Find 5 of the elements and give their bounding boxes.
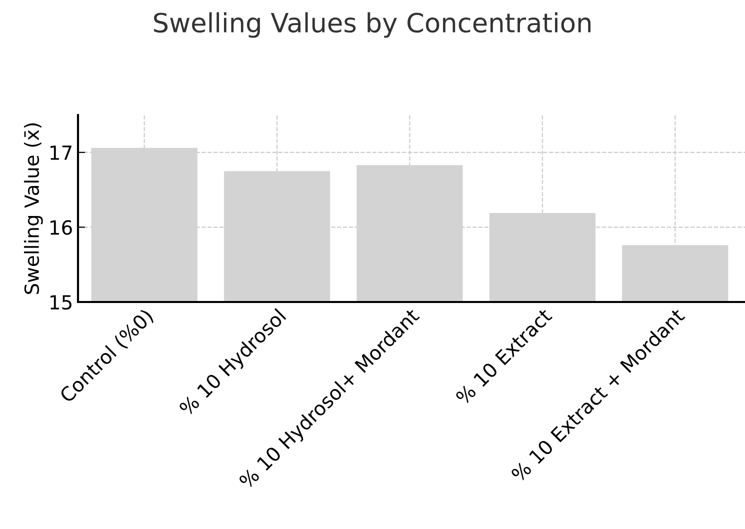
y-axis-title: Swelling Value (x̄)	[24, 123, 43, 294]
y-tick-label: 16	[50, 220, 72, 235]
chart-title: Swelling Values by Concentration	[154, 12, 590, 38]
y-tick-label: 17	[50, 146, 72, 160]
y-tick-label: 15	[50, 295, 72, 310]
